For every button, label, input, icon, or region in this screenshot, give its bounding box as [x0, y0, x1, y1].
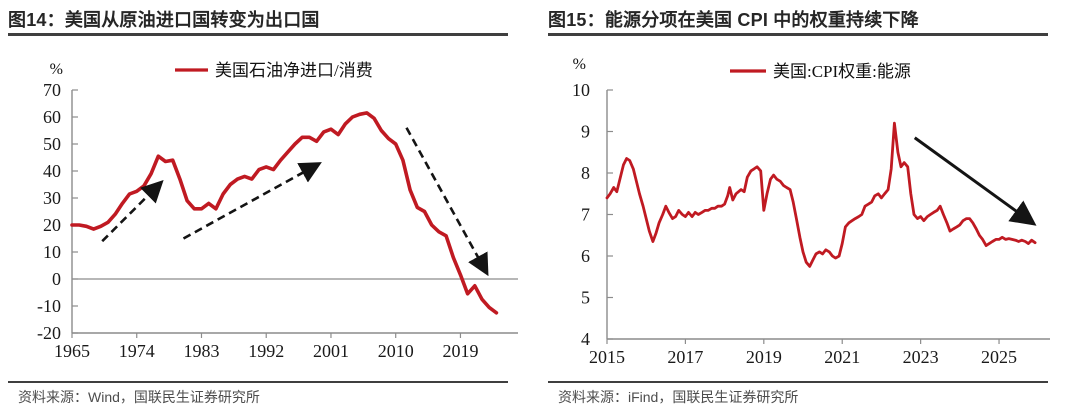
trend-arrow — [405, 127, 489, 277]
x-tick-label: 2010 — [378, 341, 414, 361]
series-line — [605, 121, 1037, 268]
x-tick-label: 2015 — [589, 347, 625, 367]
y-tick-label: 10 — [43, 242, 61, 262]
x-tick-label: 2019 — [746, 347, 782, 367]
y-tick-label: 5 — [581, 288, 590, 308]
y-tick-label: -10 — [37, 296, 61, 316]
y-tick-label: -20 — [37, 323, 61, 343]
y-tick-label: 30 — [43, 188, 61, 208]
y-unit-label: % — [573, 56, 586, 73]
y-tick-label: 10 — [572, 80, 590, 100]
y-tick-label: 7 — [581, 205, 590, 225]
source-note: 资料来源：Wind，国联民生证券研究所 — [18, 389, 260, 405]
x-tick-label: 2017 — [667, 347, 703, 367]
title-underline — [8, 33, 508, 36]
footer-divider — [548, 381, 1048, 383]
legend-label: 美国石油净进口/消费 — [215, 61, 373, 80]
legend-label: 美国:CPI权重:能源 — [773, 62, 911, 81]
y-tick-label: 0 — [52, 269, 61, 289]
y-tick-label: 60 — [43, 107, 61, 127]
x-tick-label: 2025 — [981, 347, 1017, 367]
y-unit-label: % — [50, 61, 63, 78]
y-tick-label: 70 — [43, 80, 61, 100]
y-tick-label: 50 — [43, 134, 61, 154]
y-tick-label: 6 — [581, 246, 590, 266]
figure-15: 图15：能源分项在美国 CPI 中的权重持续下降 10 9 8 7 6 5 4 2015 201… — [540, 0, 1080, 418]
y-tick-label: 4 — [581, 329, 590, 349]
series-line — [70, 111, 499, 315]
figure-title: 图14：美国从原油进口国转变为出口国 — [8, 10, 320, 30]
x-tick-label: 2021 — [824, 347, 860, 367]
x-tick-label: 2019 — [442, 341, 478, 361]
title-underline — [548, 33, 1048, 36]
y-tick-label: 40 — [43, 161, 61, 181]
trend-arrow — [101, 180, 164, 243]
y-tick-label: 9 — [581, 122, 590, 142]
y-tick-label: 8 — [581, 163, 590, 183]
figure-title: 图15：能源分项在美国 CPI 中的权重持续下降 — [548, 10, 919, 30]
x-tick-label: 2023 — [903, 347, 939, 367]
x-tick-label: 2001 — [313, 341, 349, 361]
x-tick-label: 1974 — [119, 341, 155, 361]
y-tick-label: 20 — [43, 215, 61, 235]
figure-14: 图14：美国从原油进口国转变为出口国 70 60 50 40 30 20 10 0 -10 -20… — [8, 10, 518, 405]
footer-divider — [8, 381, 508, 383]
source-note: 资料来源：iFind，国联民生证券研究所 — [558, 389, 799, 405]
x-tick-label: 1965 — [54, 341, 90, 361]
x-tick-label: 1983 — [183, 341, 219, 361]
trend-arrow — [182, 162, 322, 240]
trend-arrow — [913, 136, 1037, 226]
x-tick-label: 1992 — [248, 341, 284, 361]
